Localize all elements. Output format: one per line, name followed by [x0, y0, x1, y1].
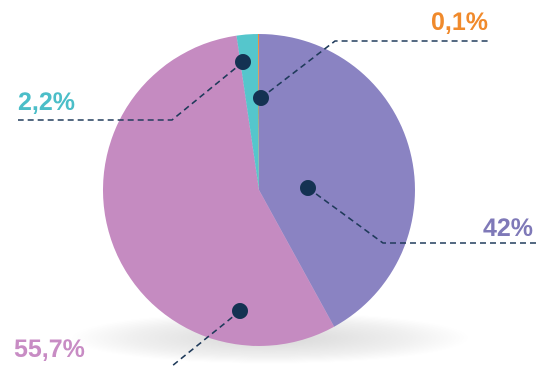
data-label-2: 55,7% — [14, 335, 85, 363]
data-label-1: 42% — [483, 214, 533, 242]
data-label-4: 0,1% — [431, 8, 488, 36]
leader-dot-3 — [235, 54, 251, 70]
leader-lines — [18, 40, 537, 367]
data-labels: 42% 55,7% 2,2% 0,1% — [14, 8, 533, 363]
leader-line-4 — [260, 40, 490, 99]
leader-line-1 — [307, 187, 537, 244]
pie-slice-4 — [258, 33, 259, 190]
leader-dot-1 — [300, 180, 316, 196]
pie-slice-3 — [236, 34, 259, 190]
data-label-3: 2,2% — [18, 88, 75, 116]
pie-slice-2 — [102, 35, 335, 347]
leader-dot-4 — [253, 90, 269, 106]
leader-line-3 — [18, 61, 244, 121]
pie-slices — [102, 33, 415, 347]
leader-dot-2 — [232, 303, 248, 319]
leader-line-2 — [171, 310, 241, 367]
pie-slice-1 — [259, 34, 415, 327]
